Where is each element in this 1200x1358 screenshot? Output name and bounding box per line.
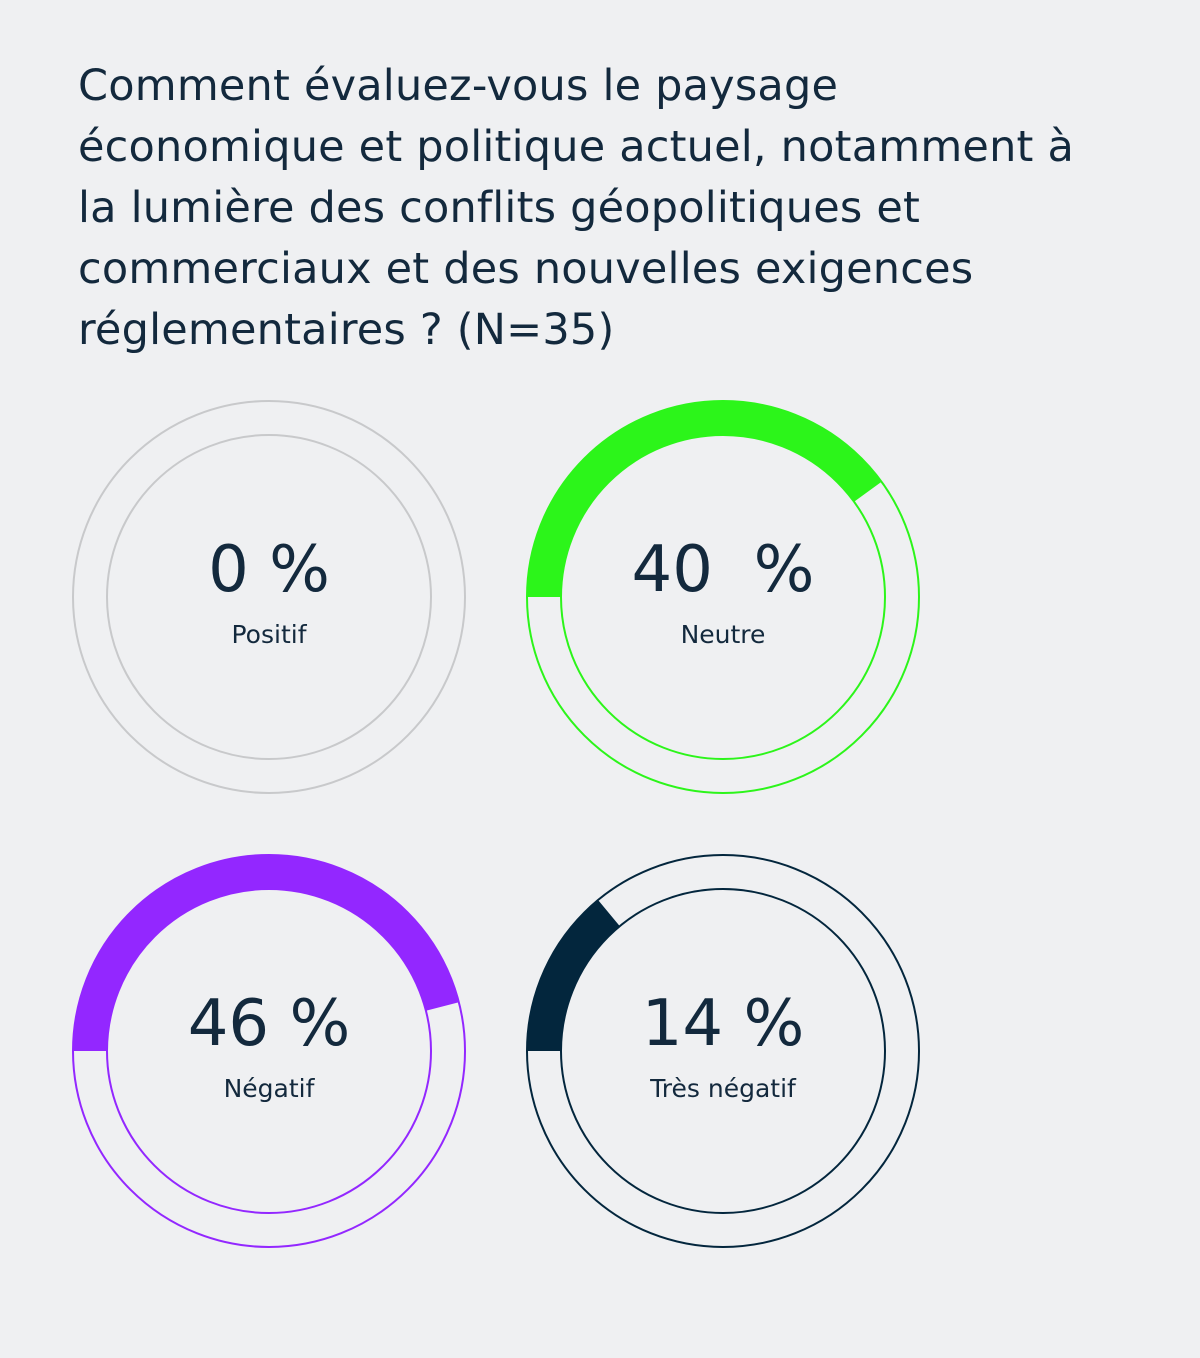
donut-positif: 0 % Positif: [72, 400, 466, 794]
donut-value: 40 %: [631, 533, 815, 607]
chart-title: Comment évaluez-vous le paysage économiq…: [78, 61, 1075, 355]
donut-label: Neutre: [680, 620, 766, 649]
donut-negatif: 46 % Négatif: [72, 854, 466, 1248]
donut-value-arc: [527, 401, 882, 598]
donut-label: Négatif: [223, 1074, 315, 1103]
donut-value-arc: [73, 855, 459, 1052]
donut-ring: [72, 854, 466, 1248]
donut-tres-negatif: 14 % Très négatif: [526, 854, 920, 1248]
donut-inner-ring: [106, 434, 432, 760]
donut-value: 46 %: [187, 987, 351, 1061]
donut-value: 0 %: [208, 533, 330, 607]
donut-label: Très négatif: [650, 1074, 796, 1103]
donut-value-arc: [527, 899, 621, 1052]
donut-ring: [72, 400, 466, 794]
donut-neutre: 40 % Neutre: [526, 400, 920, 794]
donut-ring: [526, 854, 920, 1248]
donut-ring: [526, 400, 920, 794]
donut-label: Positif: [231, 620, 307, 649]
donut-value: 14 %: [641, 987, 805, 1061]
donut-outer-ring: [72, 400, 466, 794]
